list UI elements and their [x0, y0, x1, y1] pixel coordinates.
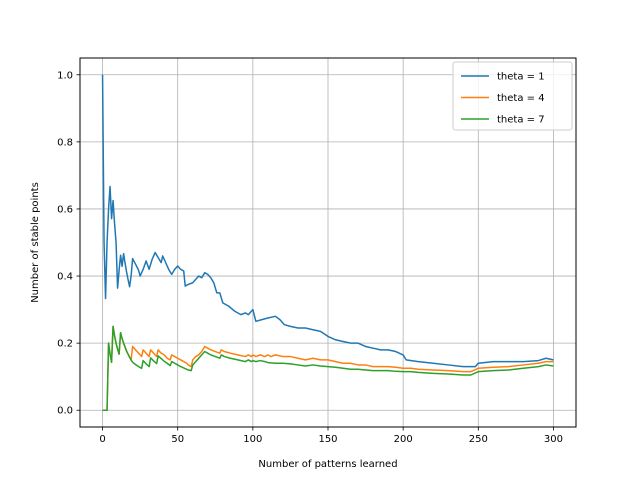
- legend: theta = 1 theta = 4 theta = 7: [452, 61, 573, 131]
- legend-label: theta = 7: [497, 115, 545, 126]
- legend-label: theta = 4: [497, 93, 545, 104]
- x-axis-ticks: 0 50 100 150 200 250 300: [99, 427, 563, 445]
- x-tick-label: 150: [318, 434, 337, 445]
- y-tick-label: 0.8: [57, 137, 73, 148]
- series-line-1: [101, 74, 554, 368]
- x-tick-label: 250: [469, 434, 488, 445]
- y-tick-label: 1.0: [57, 70, 73, 81]
- y-tick-label: 0.2: [57, 339, 73, 350]
- grid-lines: [80, 58, 576, 427]
- y-tick-label: 0.6: [57, 204, 73, 215]
- series-line-3: [102, 325, 554, 411]
- x-axis-label: Number of patterns learned: [258, 459, 397, 470]
- x-tick-label: 200: [394, 434, 413, 445]
- legend-box: [452, 61, 573, 131]
- y-axis-ticks: 0.0 0.2 0.4 0.6 0.8 1.0: [57, 70, 80, 417]
- x-tick-label: 300: [544, 434, 563, 445]
- y-tick-label: 0.0: [57, 406, 73, 417]
- y-tick-label: 0.4: [57, 272, 73, 283]
- y-axis-label: Number of stable points: [30, 182, 41, 303]
- x-tick-label: 50: [171, 434, 184, 445]
- x-tick-label: 0: [99, 434, 105, 445]
- legend-label: theta = 1: [497, 72, 545, 83]
- series-lines: [101, 74, 554, 411]
- x-tick-label: 100: [243, 434, 262, 445]
